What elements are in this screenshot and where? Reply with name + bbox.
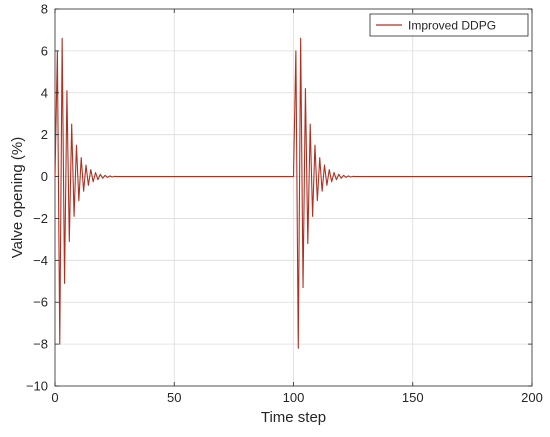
x-axis-label: Time step [261, 409, 326, 426]
legend: Improved DDPG [369, 13, 529, 37]
y-tick-label: −8 [33, 337, 48, 352]
series-line-improved-ddpg [54, 37, 532, 349]
y-tick-label: 8 [41, 2, 48, 17]
y-tick-label: 6 [41, 43, 48, 58]
y-tick-label: 4 [41, 85, 48, 100]
axis-ticks [54, 8, 533, 387]
x-tick-labels: 0 50 100 150 200 [51, 390, 542, 405]
y-tick-label: −2 [33, 211, 48, 226]
y-tick-label: 0 [41, 169, 48, 184]
grid-lines [55, 9, 532, 386]
y-axis-label: Valve opening (%) [9, 137, 26, 258]
x-tick-label: 200 [521, 390, 543, 405]
y-tick-label: 2 [41, 127, 48, 142]
y-tick-label: −4 [33, 253, 48, 268]
y-tick-label: −6 [33, 295, 48, 310]
y-tick-labels: −10 −8 −6 −4 −2 0 2 4 6 8 [26, 2, 48, 394]
legend-label-improved-ddpg: Improved DDPG [408, 19, 496, 33]
x-tick-label: 150 [402, 390, 424, 405]
x-tick-label: 50 [167, 390, 181, 405]
legend-box [369, 13, 529, 37]
series-group [54, 37, 532, 349]
x-tick-label: 100 [283, 390, 305, 405]
y-tick-label: −10 [26, 379, 48, 394]
x-tick-label: 0 [51, 390, 58, 405]
